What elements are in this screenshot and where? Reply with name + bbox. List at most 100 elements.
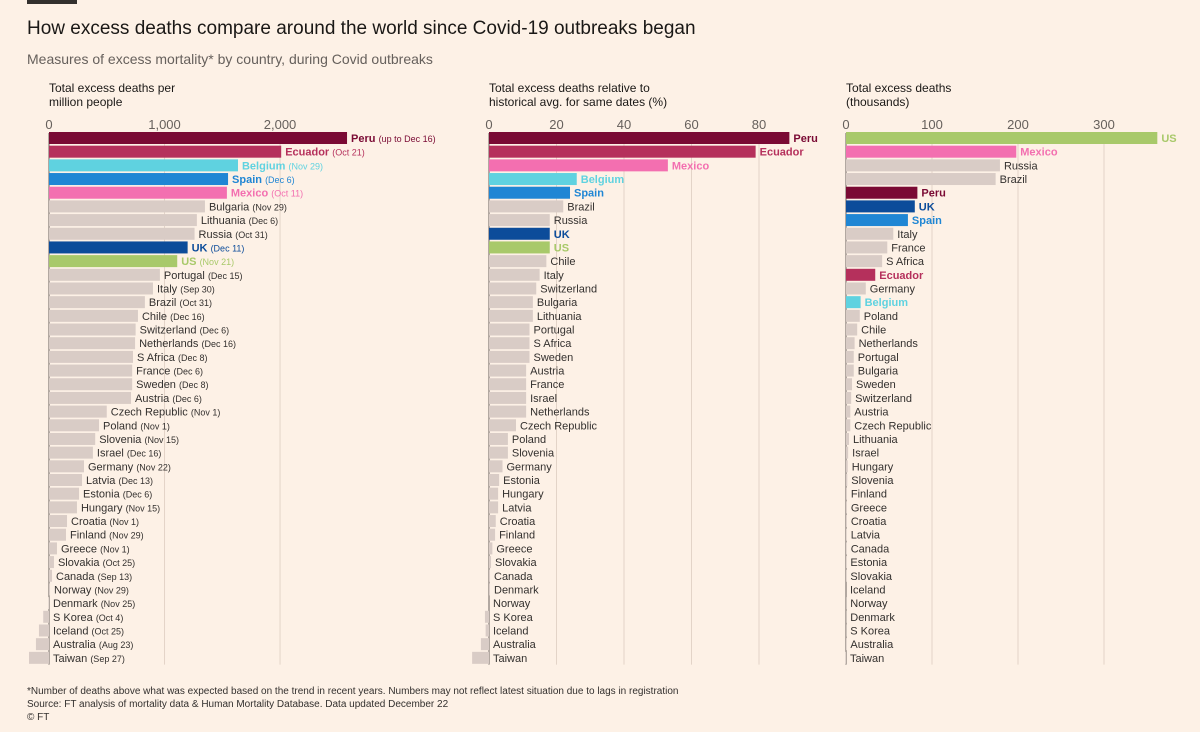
date-label: (Aug 23) <box>99 640 134 650</box>
bar <box>49 323 136 336</box>
bar-label: Hungary <box>502 489 544 501</box>
bar-label: Netherlands <box>530 407 590 419</box>
country-label: Bulgaria <box>858 366 899 378</box>
bar <box>846 296 861 309</box>
bar-label: S Korea <box>850 625 891 637</box>
date-label: (Sep 13) <box>98 572 133 582</box>
bar-label: Mexico (Oct 11) <box>231 188 303 200</box>
date-label: (Dec 6) <box>249 216 279 226</box>
x-tick-label: 80 <box>752 117 766 132</box>
country-label: Slovenia <box>512 448 555 460</box>
bar-label: Germany <box>507 461 553 473</box>
country-label: Australia <box>53 639 97 651</box>
country-label: Spain <box>574 188 604 200</box>
bar-label: Bulgaria <box>537 297 578 309</box>
bar-label: Belgium (Nov 29) <box>242 160 323 172</box>
country-label: Iceland <box>493 625 528 637</box>
country-label: Switzerland <box>140 325 197 337</box>
country-label: Brazil <box>567 201 595 213</box>
date-label: (Nov 1) <box>191 408 221 418</box>
bar <box>846 159 1000 172</box>
bar <box>489 542 493 555</box>
bar <box>49 241 188 254</box>
country-label: Croatia <box>851 516 887 528</box>
date-label: (Oct 25) <box>92 626 125 636</box>
bar <box>489 515 496 528</box>
bar <box>489 186 570 199</box>
country-label: Sweden <box>136 379 176 391</box>
date-label: (Dec 16) <box>127 449 162 459</box>
bar <box>846 255 883 268</box>
country-label: UK <box>554 229 570 241</box>
bar-label: Mexico <box>672 160 710 172</box>
bar <box>484 610 489 623</box>
x-tick-label: 300 <box>1093 117 1115 132</box>
bar <box>489 583 491 596</box>
country-label: Ecuador <box>879 270 924 282</box>
bar <box>846 350 854 363</box>
bar <box>846 309 860 322</box>
bar-label: Germany <box>870 283 916 295</box>
country-label: Denmark <box>53 598 98 610</box>
bar <box>49 391 132 404</box>
bar-label: Greece (Nov 1) <box>61 543 130 555</box>
date-label: (Nov 22) <box>136 462 171 472</box>
bar-label: Sweden <box>856 379 896 391</box>
country-label: Norway <box>54 584 92 596</box>
bar-label: Belgium <box>581 174 625 186</box>
country-label: S Korea <box>493 612 534 624</box>
bar-label: Switzerland <box>540 283 597 295</box>
country-label: Italy <box>157 283 178 295</box>
x-tick-label: 0 <box>45 117 52 132</box>
country-label: US <box>181 256 196 268</box>
bar <box>489 460 503 473</box>
bar-label: Sweden (Dec 8) <box>136 379 208 391</box>
country-label: Poland <box>512 434 546 446</box>
country-label: Australia <box>850 639 894 651</box>
date-label: (Oct 21) <box>332 148 365 158</box>
bar-label: Austria <box>530 366 565 378</box>
bar-label: Greece <box>851 502 887 514</box>
bar <box>49 487 80 500</box>
country-label: Russia <box>1004 160 1039 172</box>
bar-label: Estonia <box>850 557 888 569</box>
bar-label: Spain <box>574 188 604 200</box>
date-label: (Oct 31) <box>235 230 268 240</box>
bar-label: Peru <box>793 133 817 145</box>
bar-label: Poland <box>864 311 898 323</box>
bar <box>49 159 238 172</box>
bar <box>846 241 888 254</box>
bar-label: Spain (Dec 6) <box>232 174 295 186</box>
bar <box>49 282 153 295</box>
country-label: Portugal <box>164 270 205 282</box>
country-label: Lithuania <box>853 434 899 446</box>
date-label: (Dec 16) <box>170 312 205 322</box>
bar-label: UK (Dec 11) <box>192 242 245 254</box>
date-label: (Dec 6) <box>173 367 203 377</box>
axis-title: historical avg. for same dates (%) <box>489 95 667 109</box>
bar <box>489 487 499 500</box>
country-label: Lithuania <box>201 215 247 227</box>
date-label: (Dec 8) <box>178 353 208 363</box>
country-label: Ecuador <box>285 147 330 159</box>
x-tick-label: 0 <box>485 117 492 132</box>
bar-label: France <box>891 242 925 254</box>
bar <box>846 378 853 391</box>
bar <box>43 610 50 623</box>
bar <box>49 528 66 541</box>
bar-label: Hungary <box>852 461 894 473</box>
bar <box>489 241 550 254</box>
bar <box>846 364 854 377</box>
bar <box>49 501 77 514</box>
bar <box>49 186 227 199</box>
country-label: Spain <box>232 174 262 186</box>
bar <box>49 309 138 322</box>
bar-label: Mexico <box>1020 147 1058 159</box>
x-tick-label: 20 <box>549 117 563 132</box>
bar <box>489 268 540 281</box>
date-label: (Oct 11) <box>271 189 303 199</box>
country-label: Taiwan <box>850 653 884 665</box>
bar-label: Ecuador (Oct 21) <box>285 147 365 159</box>
country-label: Germany <box>88 461 134 473</box>
bar-label: Denmark <box>850 612 895 624</box>
